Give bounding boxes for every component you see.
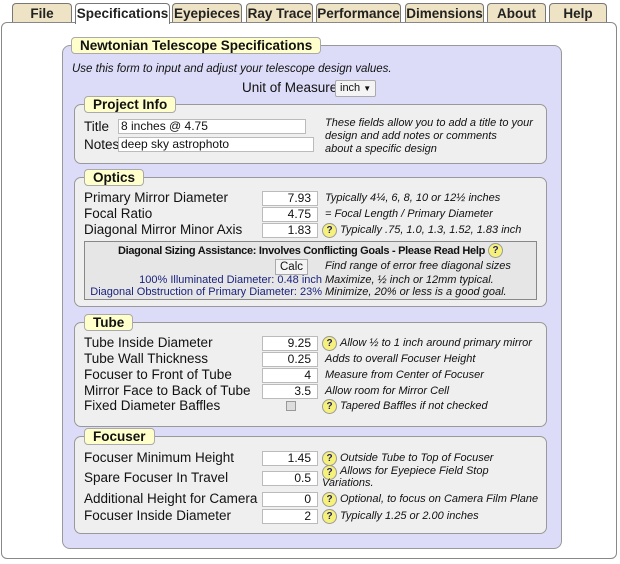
optics-value-input[interactable]: 4.75 (262, 207, 318, 222)
calc-note: Find range of error free diagonal sizes (325, 260, 511, 272)
focuser-legend: Focuser (84, 428, 155, 445)
row-note: Outside Tube to Top of Focuser (340, 452, 494, 464)
help-icon[interactable]: ? (322, 492, 337, 507)
row-note: = Focal Length / Primary Diameter (325, 208, 493, 220)
tab-file[interactable]: File (12, 3, 72, 23)
tab-eyepieces[interactable]: Eyepieces (172, 3, 242, 23)
tab-about[interactable]: About (487, 3, 546, 23)
form-title: Newtonian Telescope Specifications (71, 37, 322, 54)
intro-text: Use this form to input and adjust your t… (72, 63, 392, 75)
title-input[interactable]: 8 inches @ 4.75 (118, 119, 306, 134)
optics-legend: Optics (84, 169, 145, 186)
tube-value-input[interactable]: 4 (262, 368, 318, 383)
project-info-section (74, 104, 547, 164)
unit-label: Unit of Measure (242, 80, 338, 95)
focuser-value-input[interactable]: 1.45 (262, 451, 318, 466)
row-note: Adds to overall Focuser Height (325, 353, 476, 365)
row-label: Focuser to Front of Tube (84, 367, 232, 382)
help-icon[interactable]: ? (488, 243, 504, 258)
project-note-line: about a specific design (325, 143, 437, 155)
unit-value: inch (340, 82, 361, 94)
row-note: Optional, to focus on Camera Film Plane (340, 493, 539, 505)
project-note-line: These fields allow you to add a title to… (325, 117, 533, 129)
row-label: Tube Wall Thickness (84, 351, 209, 366)
illuminated-diameter: 100% Illuminated Diameter: 0.48 inch (139, 274, 322, 286)
tab-dimensions[interactable]: Dimensions (405, 3, 484, 23)
row-note: Allows for Eyepiece Field Stop (340, 465, 489, 477)
project-note-line: design and add notes or comments (325, 130, 497, 142)
row-label: Diagonal Mirror Minor Axis (84, 222, 243, 237)
calc-button[interactable]: Calc (275, 259, 309, 275)
diagonal-heading-row: Diagonal Sizing Assistance: Involves Con… (84, 243, 537, 258)
row-label: Focuser Inside Diameter (84, 508, 232, 523)
help-icon[interactable]: ? (322, 465, 337, 480)
dropdown-arrow-icon: ▼ (363, 84, 372, 93)
diagonal-heading: Diagonal Sizing Assistance: Involves Con… (117, 244, 486, 257)
optics-value-input[interactable]: 7.93 (262, 191, 318, 206)
row-note: Typically 1.25 or 2.00 inches (340, 510, 479, 522)
row-label: Primary Mirror Diameter (84, 190, 229, 205)
tube-value-input[interactable]: 0.25 (262, 352, 318, 367)
row-note: Typically 4¼, 6, 8, 10 or 12½ inches (325, 192, 501, 204)
tube-value-input[interactable]: 3.5 (262, 384, 318, 399)
notes-input[interactable]: deep sky astrophoto (118, 137, 314, 152)
row-note: Measure from Center of Focuser (325, 369, 484, 381)
diagonal-obstruction: Diagonal Obstruction of Primary Diameter… (90, 286, 322, 298)
row-label: Additional Height for Camera (84, 491, 258, 506)
tab-performance[interactable]: Performance (316, 3, 401, 23)
diagonal-sizing-box (84, 241, 537, 300)
row-label: Focuser Minimum Height (84, 450, 235, 465)
tab-help[interactable]: Help (549, 3, 607, 23)
row-note: Tapered Baffles if not checked (340, 400, 488, 412)
optics-value-input[interactable]: 1.83 (262, 223, 318, 238)
row-note: Allow ½ to 1 inch around primary mirror (340, 337, 532, 349)
row-note: Variations. (322, 477, 374, 489)
obstr-note: Minimize, 20% or less is a good goal. (325, 286, 507, 298)
title-label: Title (84, 119, 110, 134)
tab-specifications[interactable]: Specifications (75, 3, 170, 24)
help-icon[interactable]: ? (322, 399, 337, 414)
help-icon[interactable]: ? (322, 223, 337, 238)
project-note: These fields allow you to add a title to… (325, 117, 533, 156)
baffles-checkbox[interactable] (286, 401, 296, 411)
illum-note: Maximize, ½ inch or 12mm typical. (325, 274, 494, 286)
row-note: Typically .75, 1.0, 1.3, 1.52, 1.83 inch (340, 224, 522, 236)
row-label: Tube Inside Diameter (84, 335, 213, 350)
row-label: Mirror Face to Back of Tube (84, 383, 251, 398)
focuser-value-input[interactable]: 2 (262, 509, 318, 524)
tube-legend: Tube (84, 314, 134, 331)
help-icon[interactable]: ? (322, 451, 337, 466)
row-label: Fixed Diameter Baffles (84, 398, 221, 413)
focuser-value-input[interactable]: 0.5 (262, 471, 318, 486)
tube-value-input[interactable]: 9.25 (262, 336, 318, 351)
row-note: Allow room for Mirror Cell (325, 385, 450, 397)
help-icon[interactable]: ? (322, 509, 337, 524)
focuser-value-input[interactable]: 0 (262, 492, 318, 507)
row-label: Spare Focuser In Travel (84, 470, 229, 485)
tab-ray-trace[interactable]: Ray Trace (246, 3, 313, 23)
notes-label: Notes (84, 137, 120, 152)
help-icon[interactable]: ? (322, 336, 337, 351)
row-label: Focal Ratio (84, 206, 153, 221)
project-info-legend: Project Info (84, 96, 177, 113)
unit-select[interactable]: inch ▼ (335, 80, 377, 97)
